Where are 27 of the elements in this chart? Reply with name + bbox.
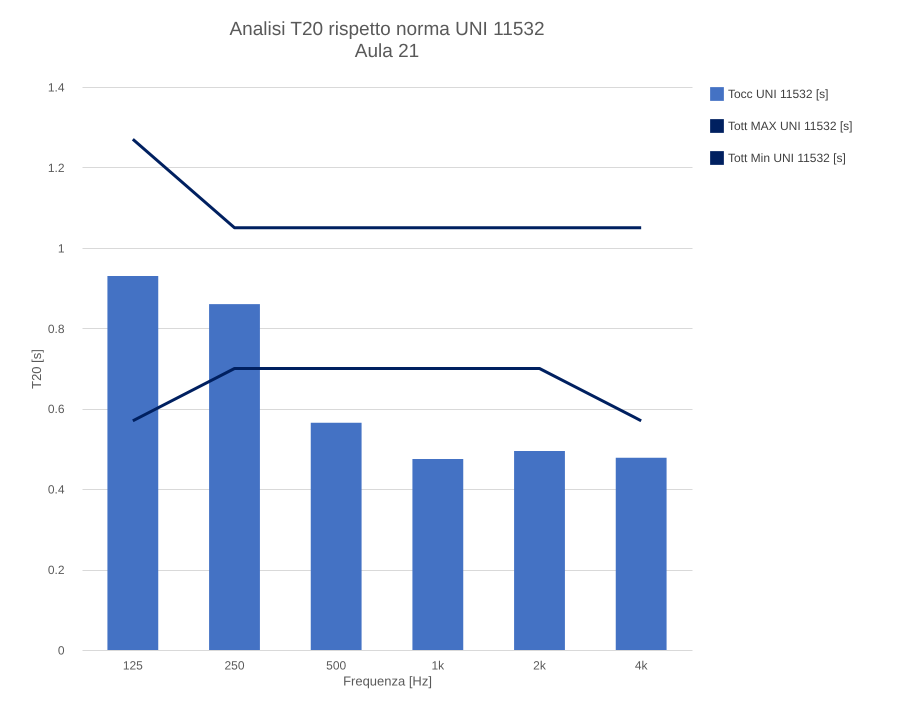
legend-label: Tott MAX UNI 11532 [s] [728,119,852,133]
x-tick-label: 1k [431,658,446,672]
y-tick-label: 1.2 [48,160,65,175]
x-tick-label: 125 [122,658,144,672]
x-axis-title: Frequenza [Hz] [343,674,432,688]
y-tick-label: 1.4 [48,80,65,94]
bar [310,422,362,650]
bar [209,304,260,650]
legend-label: Tocc UNI 11532 [s] [728,87,828,101]
y-tick-label: 0.6 [48,402,65,416]
y-tick-label: 0.4 [48,482,65,497]
y-tick-label: 0.8 [48,322,65,336]
bar [412,458,464,650]
x-tick-label: 500 [326,658,346,672]
y-axis-title: T20 [s] [28,349,44,389]
x-tick-label: 4k [634,658,648,672]
legend-label: Tott Min UNI 11532 [s] [728,151,846,165]
x-tick-label: 2k [533,658,547,672]
bar [616,458,667,650]
x-tick-label: 250 [224,658,245,672]
bar [107,276,158,650]
y-tick-label: 1 [58,241,65,256]
y-tick-label: 0 [58,644,65,658]
chart-subtitle: Aula 21 [354,41,420,62]
chart-title: Analisi T20 rispetto norma UNI 11532 [229,19,545,40]
bar [514,450,565,650]
y-tick-label: 0.2 [48,563,65,578]
